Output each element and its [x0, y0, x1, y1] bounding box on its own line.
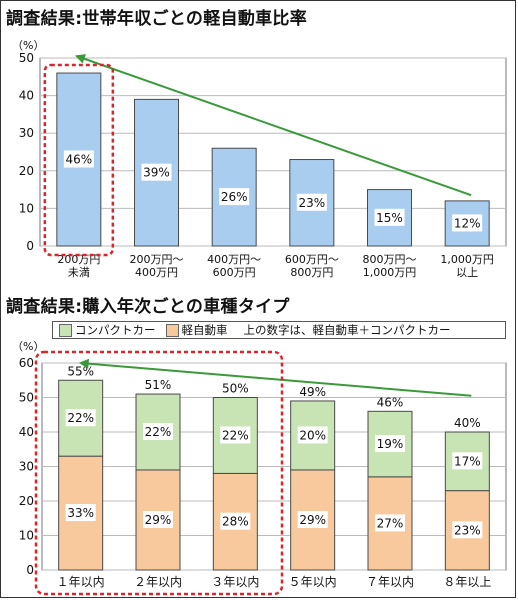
chart2-x-tick-label: ５年以内	[289, 575, 337, 589]
chart1-unit-label: （%）	[12, 39, 45, 52]
chart1-value-label-bg	[219, 188, 250, 206]
chart2-segment-label-bg	[143, 423, 173, 440]
chart1-value-label: 23%	[298, 196, 325, 210]
chart1-y-tick-label: 0	[26, 239, 34, 253]
chart1-value-label-bg	[374, 208, 405, 226]
chart1-x-tick-label: 未満	[68, 266, 90, 279]
chart1-value-label: 46%	[65, 153, 92, 167]
chart1-value-label: 26%	[221, 190, 248, 204]
chart2-title: 調査結果:購入年次ごとの車種タイプ	[6, 297, 290, 317]
chart1-x-tick-label: 400万円～	[207, 253, 261, 266]
chart2-total-label: 49%	[299, 385, 326, 399]
chart1-y-tick-label: 40	[19, 89, 34, 103]
chart2-x-tick-label: ７年以内	[366, 575, 414, 589]
chart1-title: 調査結果:世帯年収ごとの軽自動車比率	[6, 9, 308, 29]
chart1-value-label-bg	[63, 150, 94, 168]
legend-swatch-compact	[59, 323, 72, 337]
chart1-x-tick-label: 800万円	[290, 266, 333, 279]
legend-item-compact: コンパクトカー	[59, 322, 156, 338]
chart2-y-tick-label: 0	[26, 563, 34, 577]
chart2-y-tick-label: 60	[19, 356, 34, 370]
chart1-y-tick-label: 30	[19, 126, 34, 140]
chart1-value-label-bg	[296, 193, 327, 211]
chart1-y-tick-label: 50	[19, 51, 34, 65]
chart2-segment-label-compact: 22%	[67, 411, 94, 425]
chart2-x-tick-label: ２年以内	[134, 575, 182, 589]
chart1-svg: 0102030405046%200万円未満39%200万円～400万円26%40…	[19, 51, 507, 279]
chart2-segment-label-bg	[65, 409, 96, 427]
chart2-segment-label-bg	[452, 521, 483, 539]
chart2-segment-label-kei: 29%	[299, 513, 326, 527]
legend-label-kei: 軽自動車	[181, 323, 228, 337]
chart2-highlight-box	[34, 350, 284, 596]
chart1-x-tick-label: 1,000万円	[440, 253, 494, 266]
chart2-total-label: 55%	[67, 364, 94, 378]
chart1-value-label-bg	[141, 163, 172, 181]
chart2-segment-label-bg	[65, 504, 96, 522]
chart2-segment-label-bg	[375, 435, 405, 453]
chart2-segment-label-kei: 28%	[222, 515, 249, 529]
chart2-segment-label-compact: 22%	[222, 428, 249, 442]
chart2-total-label: 51%	[145, 378, 172, 392]
chart1-x-tick-label: 400万円	[135, 266, 178, 279]
chart2-segment-label-bg	[452, 452, 483, 470]
chart1-trend-arrow	[74, 54, 472, 197]
chart1-highlight-box	[43, 63, 115, 257]
chart2-y-tick-label: 50	[19, 391, 34, 405]
chart2-segment-label-kei: 23%	[454, 523, 481, 537]
chart1-x-tick-label: 1,000万円	[363, 266, 417, 279]
chart2-segment-label-compact: 20%	[299, 428, 326, 442]
chart2-y-tick-label: 20	[19, 494, 34, 508]
chart2-segment-label-bg	[297, 426, 328, 444]
chart1-y-tick-label: 20	[19, 164, 34, 178]
chart2-x-tick-label: ３年以内	[211, 575, 259, 589]
chart2-segment-label-kei: 29%	[145, 513, 172, 527]
chart2-segment-label-bg	[220, 426, 251, 444]
legend-item-kei: 軽自動車	[165, 322, 228, 338]
legend-label-compact: コンパクトカー	[75, 323, 156, 337]
chart2-x-tick-label: ８年以上	[443, 575, 491, 589]
chart1-x-tick-label: 600万円～	[285, 253, 339, 266]
chart1-value-label: 39%	[143, 166, 170, 180]
chart2-y-tick-label: 40	[19, 425, 34, 439]
chart2-y-tick-label: 30	[19, 460, 34, 474]
chart1-value-label: 15%	[376, 211, 403, 225]
chart2-segment-label-compact: 22%	[145, 425, 172, 439]
chart2-segment-label-kei: 33%	[67, 506, 94, 520]
chart2-segment-label-compact: 17%	[454, 454, 481, 468]
chart1-x-tick-label: 600万円	[213, 266, 256, 279]
chart2-y-tick-label: 10	[19, 529, 34, 543]
chart2-total-label: 50%	[222, 382, 249, 396]
chart1-x-tick-label: 以上	[456, 266, 478, 279]
chart2-segment-label-compact: 19%	[377, 437, 404, 451]
chart2-segment-label-kei: 27%	[377, 516, 404, 530]
chart2-legend: コンパクトカー 軽自動車 上の数字は、軽自動車＋コンパクトカー	[52, 321, 506, 339]
chart2-segment-label-bg	[375, 514, 405, 532]
legend-note: 上の数字は、軽自動車＋コンパクトカー	[243, 323, 451, 337]
chart1-value-label-bg	[452, 214, 483, 232]
chart2-segment-label-bg	[297, 510, 328, 528]
chart1-plot-area	[39, 57, 507, 247]
chart2-total-label: 46%	[377, 395, 404, 409]
chart1-x-tick-label: 200万円～	[130, 253, 184, 266]
chart2-total-label: 40%	[454, 416, 481, 430]
legend-swatch-kei	[165, 323, 179, 337]
chart1-y-tick-label: 10	[19, 201, 34, 215]
chart2-segment-label-bg	[220, 512, 251, 530]
chart2-x-tick-label: １年以内	[57, 575, 105, 589]
chart1-value-label: 12%	[454, 216, 481, 230]
chart2-segment-label-bg	[143, 510, 173, 528]
chart2-trend-arrow	[78, 358, 472, 397]
chart2-unit-label: （%）	[12, 340, 45, 353]
chart1-x-tick-label: 800万円～	[363, 253, 417, 266]
